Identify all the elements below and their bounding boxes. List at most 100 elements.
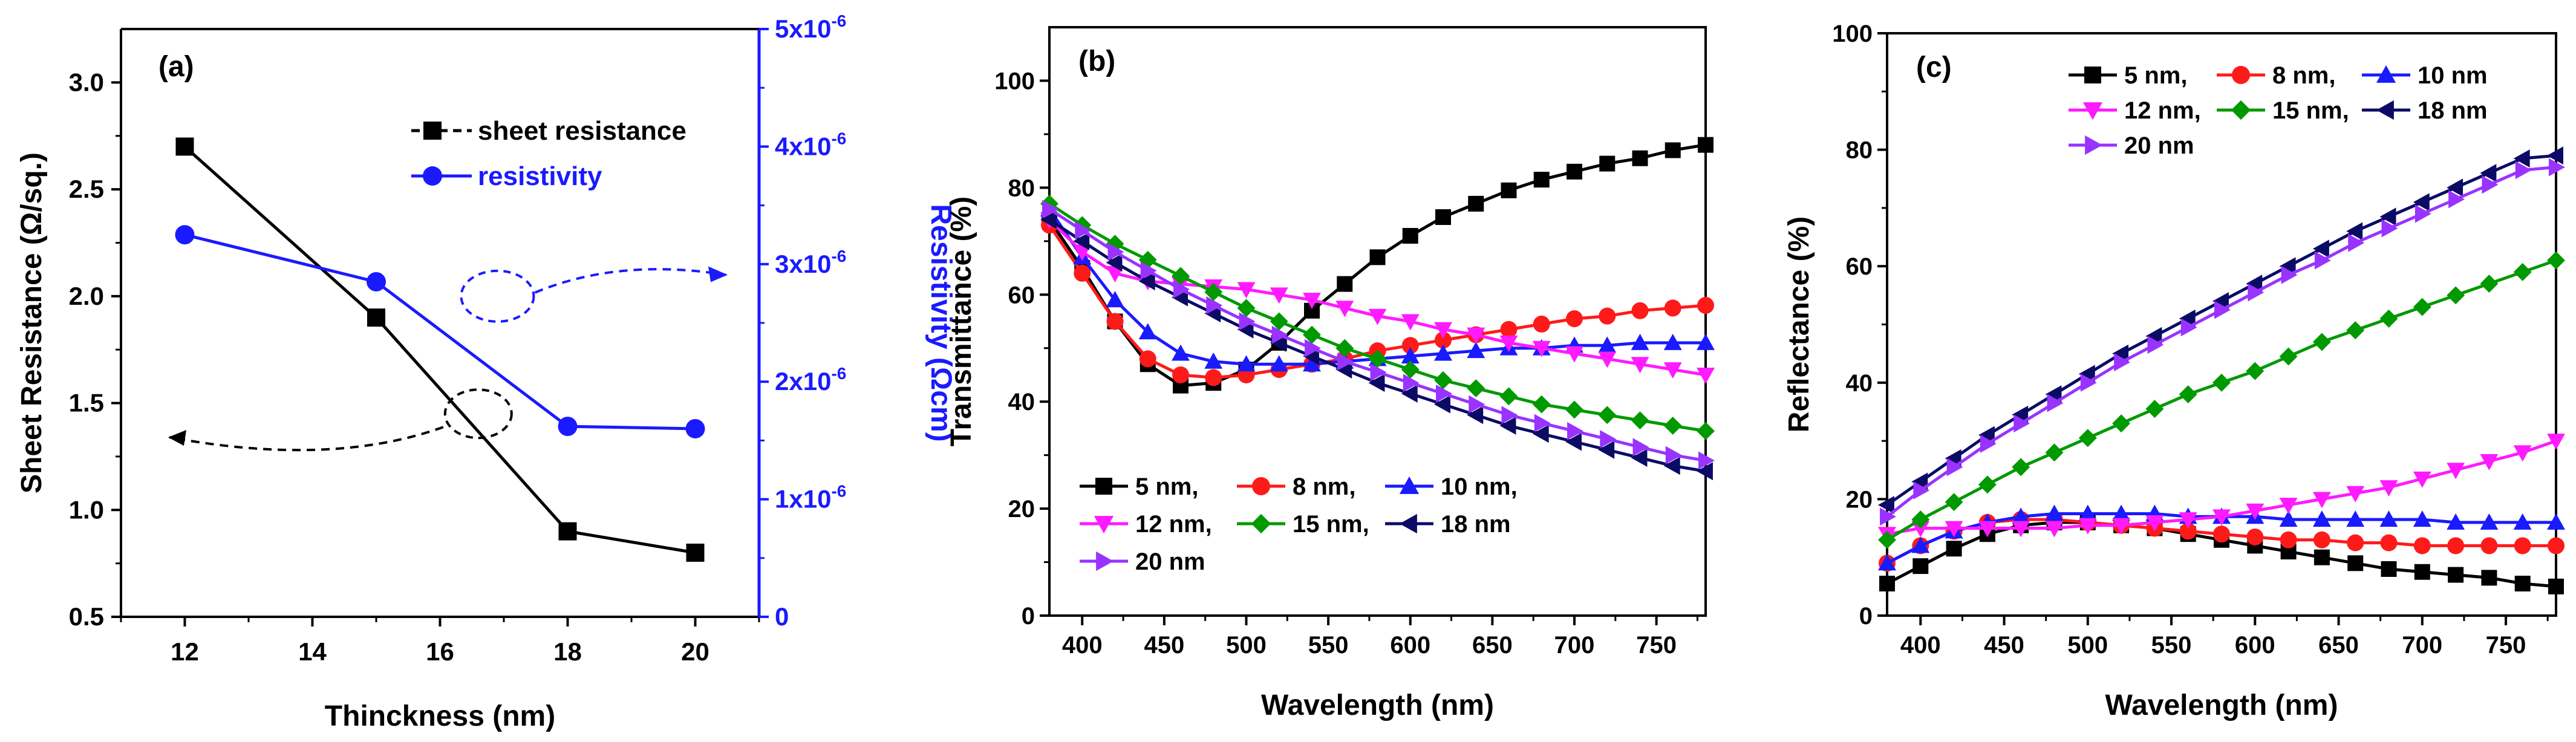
data-point xyxy=(2012,521,2030,538)
data-point xyxy=(1206,296,1223,314)
data-point xyxy=(686,543,705,562)
data-point xyxy=(2347,534,2364,552)
data-point xyxy=(1945,521,1963,538)
data-point xyxy=(2014,414,2030,433)
data-point xyxy=(1139,350,1156,368)
data-point xyxy=(2313,531,2330,548)
legend-label: 10 nm xyxy=(2418,62,2488,89)
data-point xyxy=(2312,333,2331,351)
y-tick-label: 100 xyxy=(994,68,1035,94)
data-point xyxy=(1598,406,1617,425)
data-point xyxy=(1335,360,1352,379)
data-point xyxy=(1632,438,1649,457)
data-point xyxy=(1532,395,1551,414)
data-point xyxy=(2413,537,2431,555)
data-point xyxy=(1665,446,1682,464)
data-point xyxy=(2281,265,2298,284)
data-point xyxy=(1697,367,1715,384)
y2-tick-exp: -6 xyxy=(831,129,846,148)
data-point xyxy=(1270,287,1288,304)
data-point xyxy=(1106,265,1124,282)
data-point xyxy=(2413,510,2431,527)
data-point xyxy=(2179,309,2196,328)
data-point xyxy=(2346,486,2365,503)
data-point xyxy=(1172,267,1190,285)
arrow-head-icon xyxy=(708,266,728,282)
data-point xyxy=(1205,369,1222,386)
data-point xyxy=(2381,561,2397,577)
data-point xyxy=(1878,554,1896,571)
data-point xyxy=(1566,310,1583,328)
data-point xyxy=(1335,339,1354,357)
data-point xyxy=(1912,558,1929,574)
legend-marker xyxy=(1399,513,1417,534)
x-tick-label: 650 xyxy=(2318,632,2359,659)
y2-tick-label: 0 xyxy=(775,602,789,631)
y2-tick-base: 2x10 xyxy=(775,367,831,395)
series-15-nm xyxy=(1878,251,2565,549)
data-point xyxy=(1469,395,1485,414)
data-point xyxy=(1204,352,1223,369)
data-point xyxy=(1107,242,1124,261)
data-point xyxy=(1499,387,1518,406)
data-point xyxy=(2312,510,2331,527)
data-point xyxy=(1140,261,1157,280)
data-point xyxy=(1631,449,1648,467)
data-point xyxy=(1499,335,1518,352)
data-point xyxy=(1600,430,1617,449)
y2-tick-base: 0 xyxy=(775,602,789,631)
data-point xyxy=(1945,449,1961,467)
data-point xyxy=(2480,275,2499,293)
y-tick-label: 20 xyxy=(1008,496,1035,522)
data-point xyxy=(2448,567,2464,583)
x-axis-label: Wavelength (nm) xyxy=(2105,689,2338,721)
data-point xyxy=(2112,504,2131,521)
data-point xyxy=(1978,521,1997,538)
data-point xyxy=(2045,385,2062,404)
data-point xyxy=(2381,219,2398,238)
data-point xyxy=(2279,347,2298,366)
data-point xyxy=(1911,521,1930,538)
data-point xyxy=(1369,249,1386,265)
x-tick-label: 16 xyxy=(426,637,454,666)
data-point xyxy=(1401,384,1418,403)
legend-marker xyxy=(2082,102,2103,120)
data-point xyxy=(1878,530,1896,549)
legend: 5 nm, 8 nm, 10 nm 12 nm, 15 nm, 18 nm 20 nm xyxy=(2069,62,2488,159)
data-point xyxy=(2514,576,2531,592)
data-point xyxy=(1435,331,1452,349)
data-point xyxy=(1532,425,1549,443)
data-point xyxy=(2045,521,2064,538)
data-point xyxy=(1911,510,1930,529)
data-point xyxy=(1237,299,1256,317)
data-point xyxy=(1401,314,1420,331)
y2-tick-label: 4x10-6 xyxy=(775,129,846,160)
data-point xyxy=(175,137,194,156)
data-point xyxy=(2447,286,2465,305)
legend-label: 18 nm xyxy=(1441,511,1511,538)
data-point xyxy=(1074,264,1091,282)
data-point xyxy=(1913,481,1930,500)
data-point xyxy=(1631,411,1649,430)
annotation-arrow-blue xyxy=(534,268,726,294)
data-point xyxy=(1467,406,1484,425)
data-point xyxy=(1879,576,1895,592)
x-axis-label: Wavelength (nm) xyxy=(1261,689,1494,721)
data-point xyxy=(2180,318,2197,337)
x-tick-label: 12 xyxy=(171,637,199,666)
data-point xyxy=(1878,496,1894,514)
data-point xyxy=(1533,172,1550,188)
y-tick-label: 0 xyxy=(1022,603,1035,630)
panel-label: (a) xyxy=(158,51,194,83)
x-tick-label: 450 xyxy=(1144,632,1185,659)
y-tick-label: 20 xyxy=(1846,486,1873,513)
legend-label: 5 nm, xyxy=(2124,62,2187,89)
data-point xyxy=(2280,531,2297,548)
data-point xyxy=(1567,421,1583,440)
data-point xyxy=(1468,195,1484,212)
data-point xyxy=(1697,333,1715,350)
y2-tick-base: 4x10 xyxy=(775,132,831,160)
data-point xyxy=(1599,155,1616,172)
data-point xyxy=(2314,549,2330,565)
data-point xyxy=(1697,421,1715,440)
